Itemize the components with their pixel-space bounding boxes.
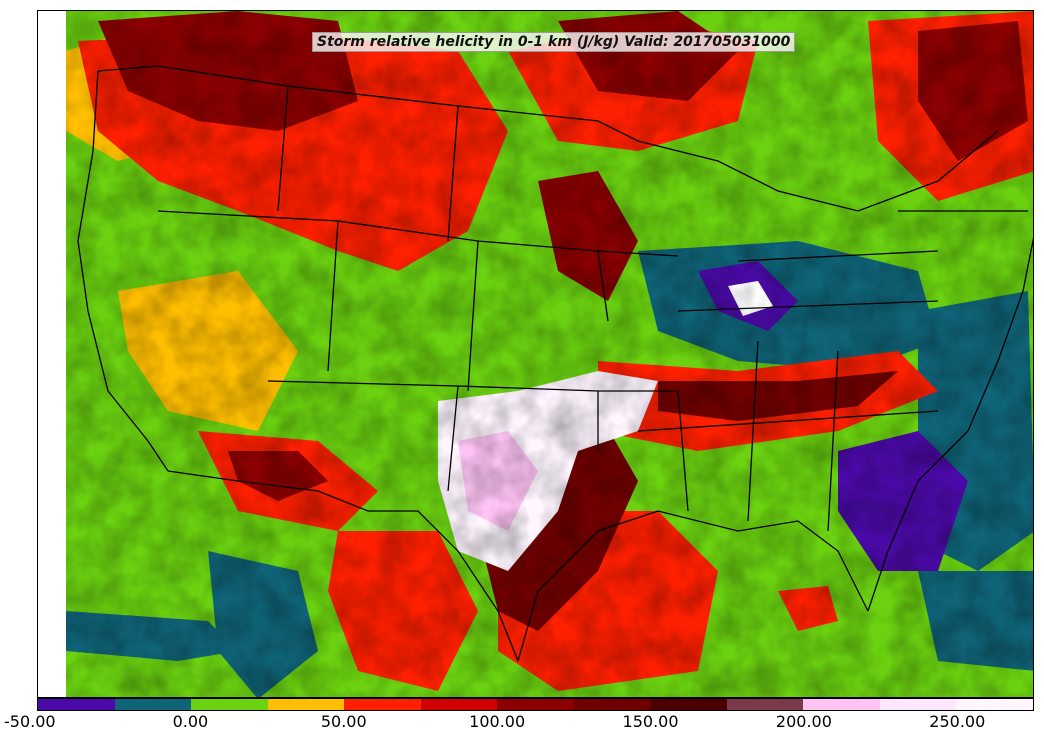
colorbar-tick-label: 250.00 xyxy=(929,712,986,731)
colorbar-segment xyxy=(573,699,651,710)
border-us-mexico xyxy=(167,470,519,662)
colorbar-segment xyxy=(267,699,345,710)
colorbar-tick-label: 150.00 xyxy=(622,712,679,731)
coast-gulf xyxy=(517,510,869,662)
colorbar-tick-label: 0.00 xyxy=(172,712,209,731)
boundaries xyxy=(77,65,1033,662)
colorbar-segment xyxy=(38,699,115,710)
colorbar-segment xyxy=(956,699,1033,710)
colorbar-segment xyxy=(497,699,574,710)
colorbar-ticks: -50.00 0.00 50.00 100.00 150.00 200.00 250.00 xyxy=(0,712,1044,742)
coast-east xyxy=(867,237,1033,612)
colorbar-tick-label: 200.00 xyxy=(775,712,832,731)
map-frame: Storm relative helicity in 0-1 km (J/kg)… xyxy=(37,10,1034,698)
colorbar-segment xyxy=(726,699,804,710)
coast-west xyxy=(77,70,169,472)
helicity-map xyxy=(38,11,1033,697)
colorbar xyxy=(37,698,1034,711)
no-data-left xyxy=(38,11,66,697)
state-lines-1 xyxy=(157,85,679,392)
state-lines-3 xyxy=(637,210,1028,432)
colorbar-segment xyxy=(803,699,880,710)
map-title: Storm relative helicity in 0-1 km (J/kg)… xyxy=(312,32,796,52)
noise-texture xyxy=(66,11,1033,697)
colorbar-segment xyxy=(344,699,421,710)
colorbar-segment xyxy=(650,699,727,710)
border-canada-us xyxy=(97,65,999,212)
colorbar-segment xyxy=(114,699,192,710)
colorbar-tick-label: 50.00 xyxy=(320,712,367,731)
colorbar-segment xyxy=(879,699,957,710)
state-lines-2 xyxy=(267,340,839,532)
colorbar-segment xyxy=(420,699,498,710)
colorbar-tick-label: 100.00 xyxy=(469,712,526,731)
colorbar-segment xyxy=(191,699,268,710)
colorbar-tick-label: -50.00 xyxy=(4,712,56,731)
